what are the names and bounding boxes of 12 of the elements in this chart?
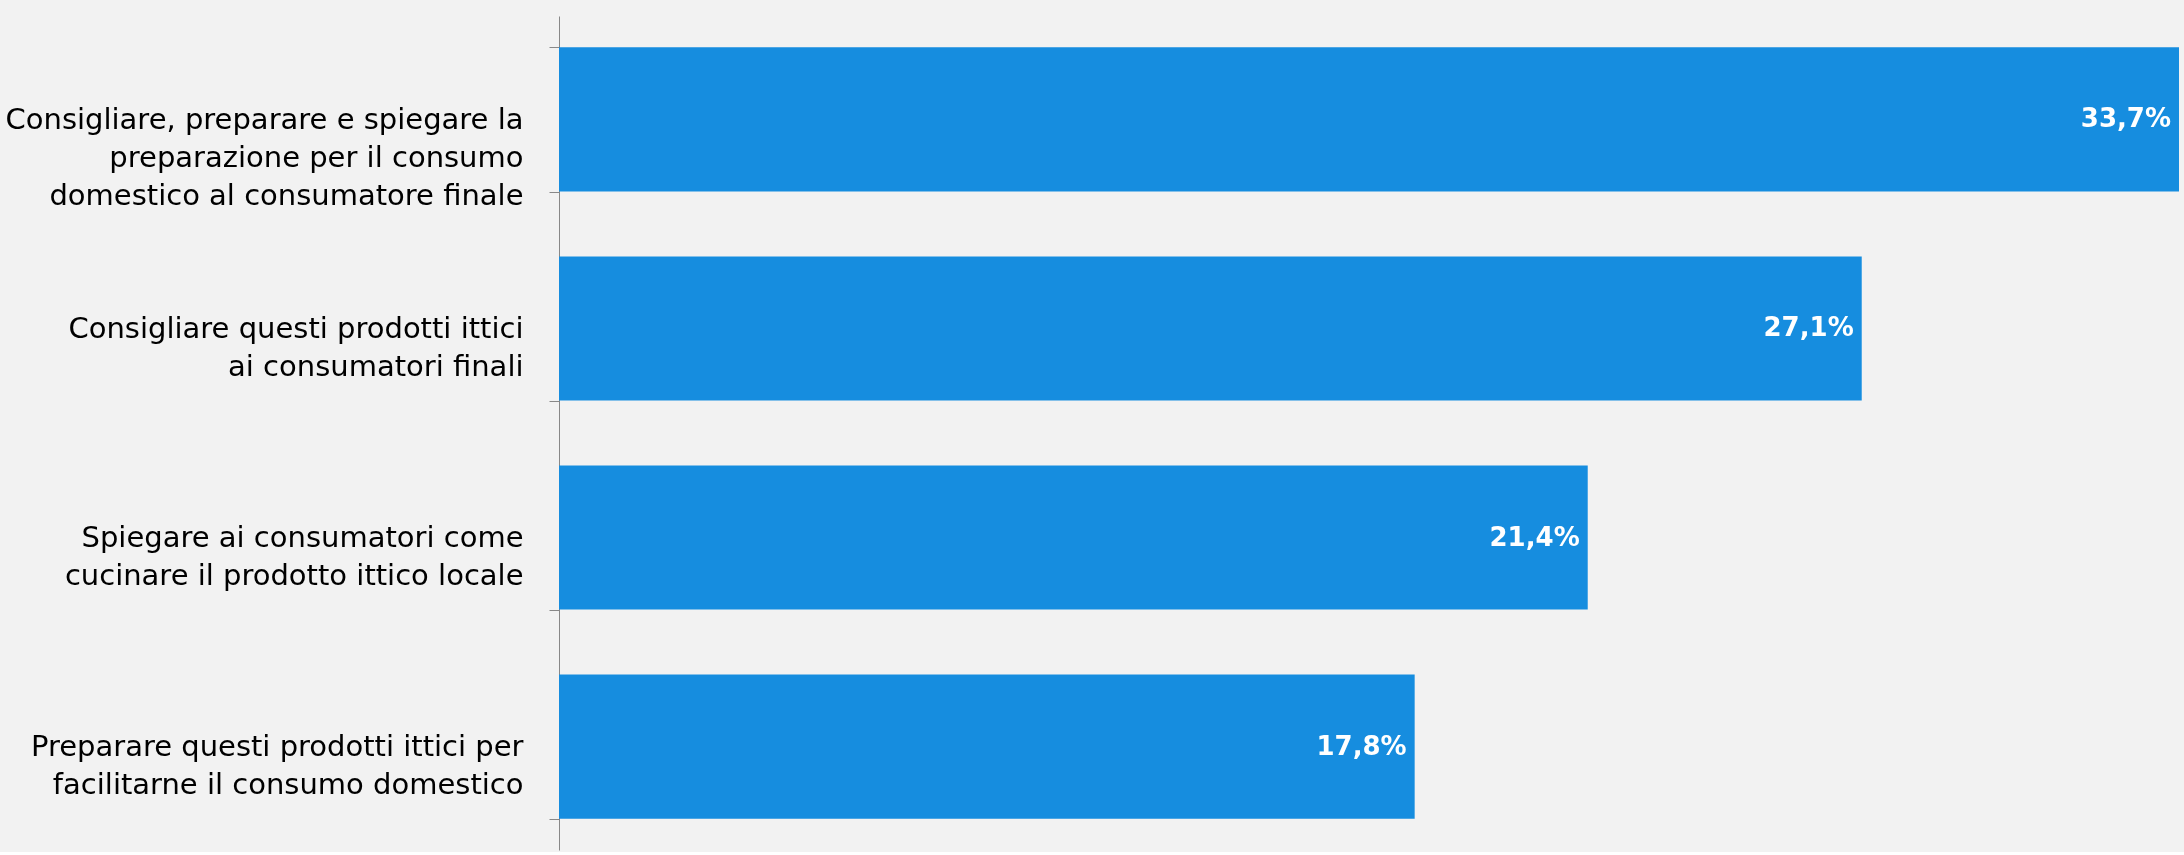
data-label: 33,7%	[2080, 103, 2171, 134]
data-label: 27,1%	[1763, 312, 1854, 343]
bar	[559, 465, 1588, 610]
y-tick-label: Preparare questi prodotti ittici per facilitarne il consumo domestico	[30, 729, 524, 802]
data-label: 17,8%	[1316, 730, 1407, 761]
y-tick-label: Consigliare, preparare e spiegare la preparazione per il consumo domestico al consumatore finale	[5, 101, 524, 212]
bar	[559, 674, 1415, 819]
y-tick-label: Spiegare ai consumatori come cucinare il prodotto ittico locale	[64, 520, 524, 593]
y-tick-label: Consigliare questi prodotti ittici ai consumatori finali	[68, 310, 524, 383]
bar	[559, 47, 2179, 192]
bar	[559, 256, 1862, 401]
data-label: 21,4%	[1489, 521, 1580, 552]
